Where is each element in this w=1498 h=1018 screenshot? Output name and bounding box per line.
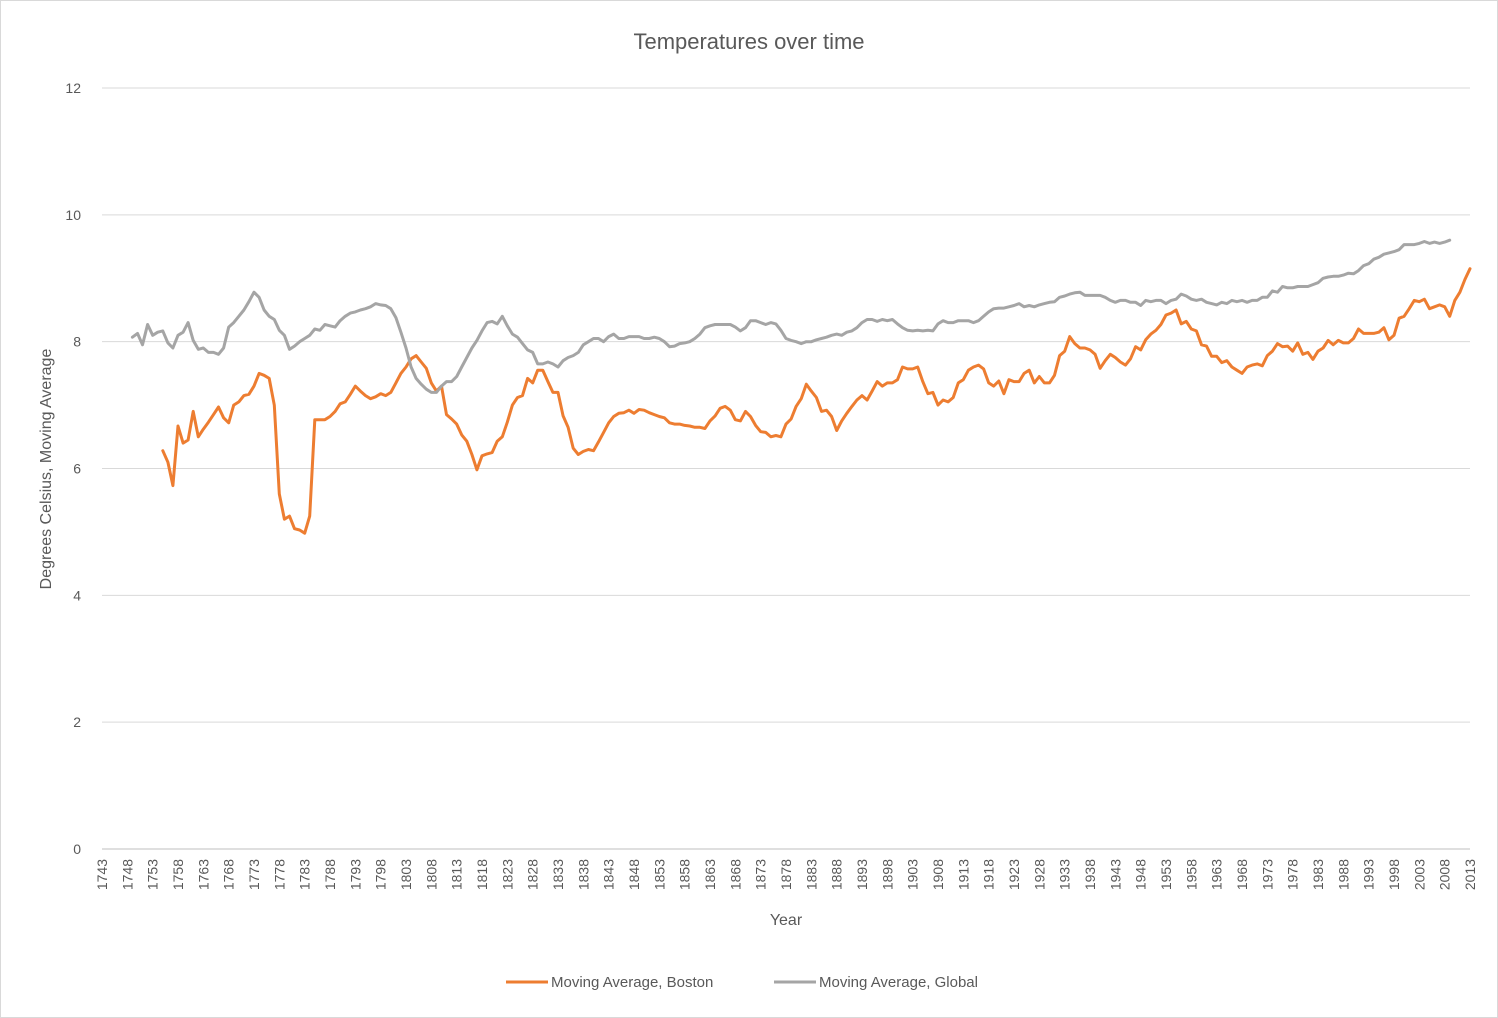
x-tick-label: 1803 [398,859,414,890]
x-tick-label: 1918 [981,859,997,890]
x-tick-label: 1848 [626,859,642,890]
x-tick-label: 1953 [1158,859,1174,890]
x-tick-label: 2003 [1411,859,1427,890]
x-tick-label: 1828 [525,859,541,890]
x-tick-label: 1873 [753,859,769,890]
x-axis-ticks: 1743 1748 1753 1758 1763 1768 1773 1778 1783 1788… [94,859,1478,890]
x-tick-label: 1858 [677,859,693,890]
x-tick-label: 1758 [170,859,186,890]
x-tick-label: 1843 [601,859,617,890]
x-tick-label: 1808 [423,859,439,890]
x-tick-label: 1988 [1335,859,1351,890]
x-tick-label: 1968 [1234,859,1250,890]
x-tick-label: 1983 [1310,859,1326,890]
x-tick-label: 1798 [373,859,389,890]
y-axis-ticks: 0 2 4 6 8 10 12 [65,80,81,857]
y-tick-label: 12 [65,80,81,96]
x-tick-label: 1963 [1209,859,1225,890]
x-tick-label: 1928 [1031,859,1047,890]
x-tick-label: 1913 [955,859,971,890]
x-tick-label: 1783 [297,859,313,890]
x-tick-label: 1838 [575,859,591,890]
x-tick-label: 1883 [803,859,819,890]
gridlines [102,87,1470,723]
x-tick-label: 1898 [879,859,895,890]
x-tick-label: 1768 [221,859,237,890]
x-tick-label: 1908 [930,859,946,890]
x-tick-label: 1923 [1006,859,1022,890]
x-tick-label: 1933 [1057,859,1073,890]
x-tick-label: 1793 [347,859,363,890]
x-axis-label: Year [770,912,803,929]
legend-item: Moving Average, Global [774,974,978,991]
x-tick-label: 1773 [246,859,262,890]
x-tick-label: 2013 [1462,859,1478,890]
y-tick-label: 8 [73,334,81,350]
x-tick-label: 1818 [474,859,490,890]
x-tick-label: 1748 [119,859,135,890]
x-tick-label: 1943 [1107,859,1123,890]
chart-title: Temperatures over time [633,29,864,54]
x-tick-label: 1863 [702,859,718,890]
series-line-global [130,238,1452,394]
x-tick-label: 2008 [1437,859,1453,890]
y-tick-label: 2 [73,714,81,730]
x-tick-label: 1778 [271,859,287,890]
x-tick-label: 1948 [1133,859,1149,890]
x-tick-label: 1888 [829,859,845,890]
y-tick-label: 6 [73,461,81,477]
legend: Moving Average, Boston Moving Average, Gl… [506,974,978,991]
x-tick-label: 1958 [1183,859,1199,890]
x-tick-label: 1853 [651,859,667,890]
legend-item: Moving Average, Boston [506,974,713,991]
x-tick-label: 1878 [778,859,794,890]
x-tick-label: 1893 [854,859,870,890]
y-axis-label: Degrees Celsius, Moving Average [38,349,55,590]
x-tick-label: 1833 [550,859,566,890]
x-tick-label: 1903 [905,859,921,890]
series-line-boston [161,267,1472,535]
x-tick-label: 1743 [94,859,110,890]
x-tick-label: 1868 [727,859,743,890]
x-tick-label: 1978 [1285,859,1301,890]
y-tick-label: 0 [73,841,81,857]
series-lines [130,238,1472,535]
legend-label: Moving Average, Boston [551,974,713,991]
x-tick-label: 1938 [1082,859,1098,890]
x-tick-label: 1763 [195,859,211,890]
legend-label: Moving Average, Global [819,974,978,991]
y-tick-label: 4 [73,587,81,603]
x-tick-label: 1813 [449,859,465,890]
x-tick-label: 1998 [1386,859,1402,890]
x-tick-label: 1788 [322,859,338,890]
x-tick-label: 1993 [1361,859,1377,890]
x-tick-label: 1753 [145,859,161,890]
y-tick-label: 10 [65,207,81,223]
x-tick-label: 1823 [499,859,515,890]
x-tick-label: 1973 [1259,859,1275,890]
